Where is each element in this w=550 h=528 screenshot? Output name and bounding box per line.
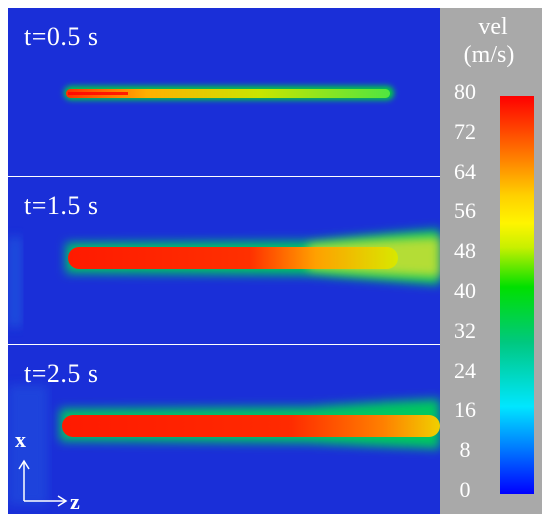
colorbar-tick-label: 8 — [459, 437, 471, 463]
colorbar-tick-label: 32 — [454, 317, 476, 343]
colorbar-gradient — [500, 96, 534, 494]
colorbar-title-line1: vel — [478, 14, 508, 40]
colorbar-tick-label: 64 — [454, 158, 476, 184]
colorbar-tick-label: 24 — [454, 357, 476, 383]
jet-inlet-core — [68, 92, 128, 95]
boundary-plume — [8, 385, 48, 505]
jet-plot-t15 — [8, 177, 440, 344]
colorbar-tick-label: 56 — [454, 198, 476, 224]
z-axis-label: z — [70, 489, 80, 514]
colorbar-tick-label: 72 — [454, 118, 476, 144]
panel-t25: t=2.5 s x z — [8, 345, 440, 514]
z-axis-arrowhead — [57, 495, 68, 507]
colorbar-tick-label: 48 — [454, 238, 476, 264]
panel-t05: t=0.5 s — [8, 8, 440, 176]
boundary-plume — [8, 237, 22, 327]
jet-core — [62, 415, 440, 437]
jet-core — [68, 247, 398, 269]
time-label: t=2.5 s — [24, 359, 99, 388]
x-axis-arrowhead — [18, 459, 30, 470]
colorbar-tick-label: 40 — [454, 278, 476, 303]
jet-plot-t05 — [8, 8, 440, 176]
colorbar-tick-label: 16 — [454, 397, 476, 423]
jet-plot-t25 — [8, 345, 440, 514]
panel-t15: t=1.5 s — [8, 177, 440, 344]
time-label: t=0.5 s — [24, 22, 99, 51]
colorbar-tick-label: 0 — [459, 477, 471, 502]
colorbar-title-line2: (m/s) — [463, 42, 515, 68]
x-axis-label: x — [15, 427, 26, 452]
time-label: t=1.5 s — [24, 191, 99, 220]
colorbar: vel (m/s) 80 72 64 56 48 40 32 24 16 8 0 — [440, 8, 542, 514]
axis-indicator — [18, 459, 68, 507]
colorbar-tick-label: 80 — [454, 79, 476, 104]
jet-core — [66, 89, 390, 98]
